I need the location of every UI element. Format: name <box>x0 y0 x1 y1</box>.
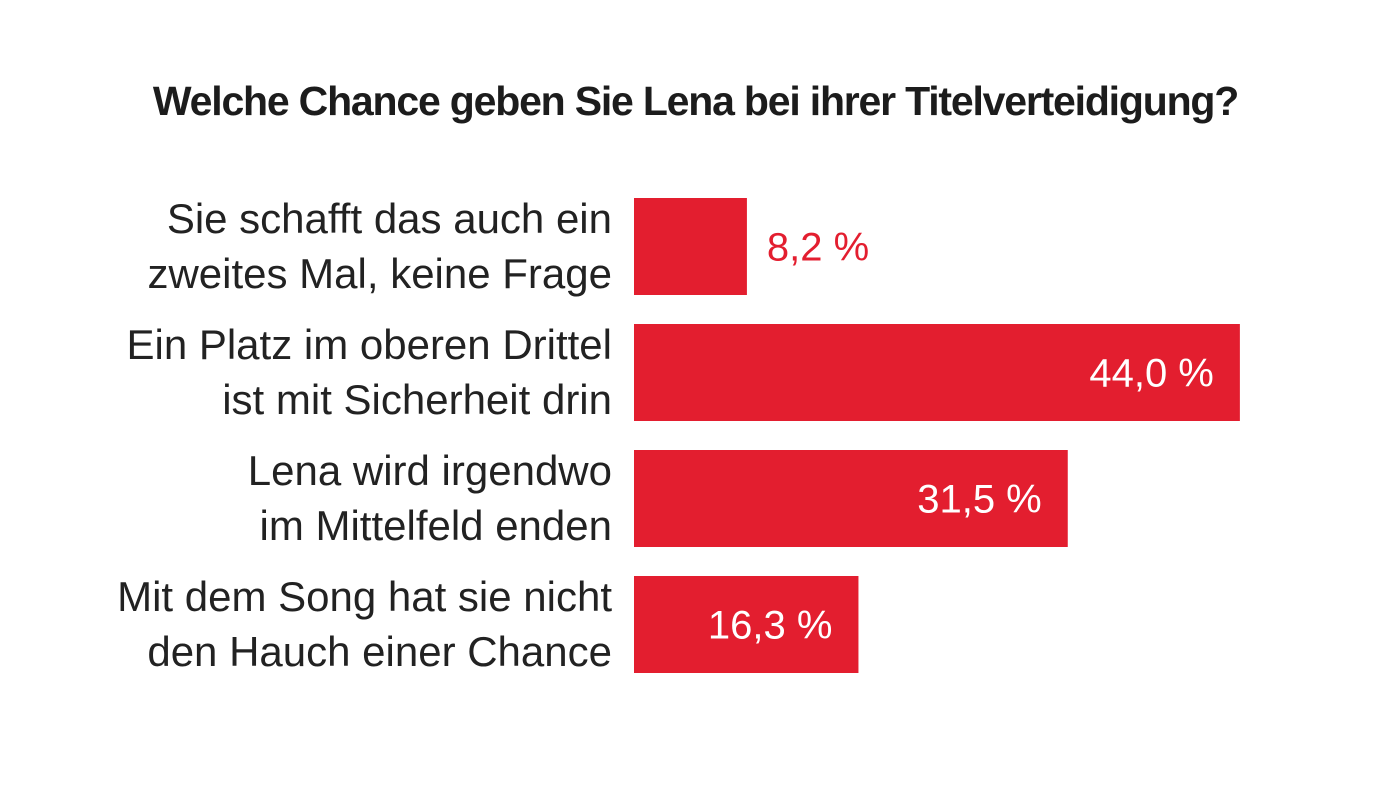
bar-1 <box>634 198 747 295</box>
category-label-4-line-1: Mit dem Song hat sie nicht <box>117 573 612 620</box>
category-label-2-line-1: Ein Platz im oberen Drittel <box>126 321 612 368</box>
category-label-1-line-1: Sie schafft das auch ein <box>167 195 612 242</box>
category-label-4-line-2: den Hauch einer Chance <box>147 628 612 675</box>
value-label-3: 31,5 % <box>917 478 1042 522</box>
bar-4 <box>634 576 859 673</box>
value-label-1: 8,2 % <box>767 226 869 270</box>
bar-3 <box>634 450 1068 547</box>
category-label-3-line-2: im Mittelfeld enden <box>259 502 612 549</box>
chart-title: Welche Chance geben Sie Lena bei ihrer T… <box>152 78 1239 124</box>
category-label-3-line-1: Lena wird irgendwo <box>248 447 612 494</box>
value-label-4: 16,3 % <box>708 604 833 648</box>
bar-2 <box>634 324 1240 421</box>
category-label-2-line-2: ist mit Sicherheit drin <box>222 376 612 423</box>
category-label-1-line-2: zweites Mal, keine Frage <box>147 250 612 297</box>
value-label-2: 44,0 % <box>1089 352 1214 396</box>
